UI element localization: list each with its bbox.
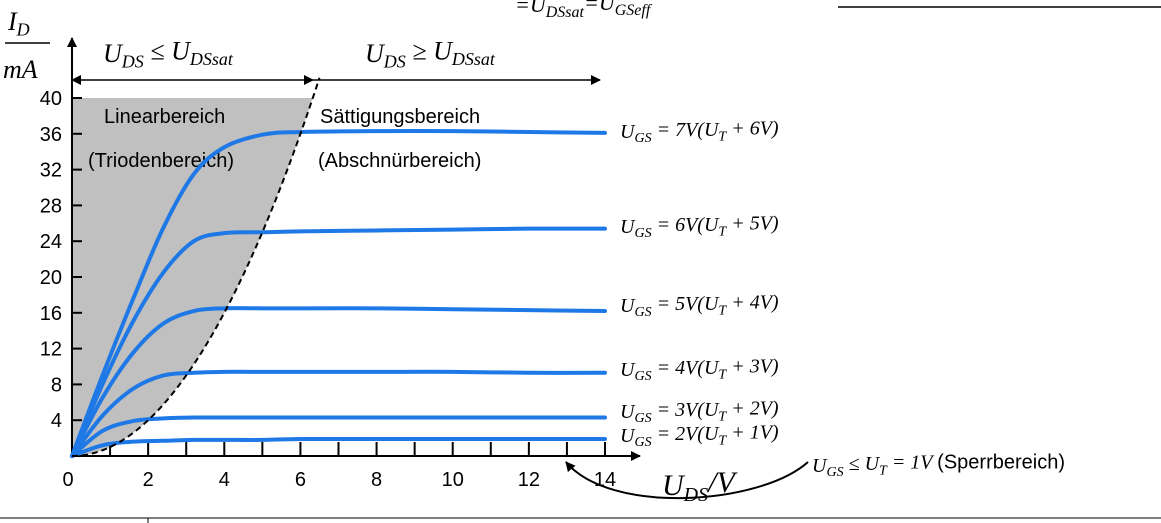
series-line [70, 415, 607, 458]
y-tick-label: 24 [40, 231, 62, 253]
x-tick-label: 12 [518, 469, 540, 491]
top-formula-fragment: =UDSsat=UGSeff [515, 0, 653, 21]
x-tick-label: 8 [371, 469, 382, 491]
series-line [70, 129, 607, 458]
x-tick-label: 2 [143, 469, 154, 491]
series-labels-group: UGS = 7V(UT + 6V) UGS = 6V(UT + 5V) UGS = … [620, 117, 779, 450]
y-tick-label: 8 [51, 374, 62, 396]
y-tick-label: 4 [51, 410, 62, 432]
linear-region-label: Linearbereich [104, 106, 225, 128]
x-axis-label: UDS/V [662, 466, 738, 506]
series-line [70, 306, 607, 458]
y-tick-label: 16 [40, 303, 62, 325]
x-tick-label: 6 [295, 469, 306, 491]
y-tick-label: 20 [40, 267, 62, 289]
x-tick-label: 0 [62, 469, 73, 491]
cutoff-region-label: UGS ≤ UT = 1V (Sperrbereich) [812, 451, 1065, 480]
series-line [70, 369, 607, 458]
y-tick-label: 36 [40, 124, 62, 146]
series-group [70, 129, 607, 458]
y-tick-label: 32 [40, 160, 62, 182]
linear-region-header: UDS ≤ UDSsat [103, 37, 234, 72]
series-label: UGS = 5V(UT + 4V) [620, 291, 779, 320]
y-tick-label: 12 [40, 339, 62, 361]
y-axis-label-numerator: ID [7, 7, 30, 39]
y-tick-label: 40 [40, 88, 62, 110]
cutoff-arrow-curve [565, 461, 809, 500]
series-label: UGS = 2V(UT + 1V) [620, 421, 779, 450]
saturation-region-alt-label: (Abschnürbereich) [318, 150, 481, 172]
series-label: UGS = 6V(UT + 5V) [620, 212, 779, 241]
saturation-boundary-curve [71, 77, 321, 457]
series-label: UGS = 7V(UT + 6V) [620, 117, 779, 146]
y-axis-label-denominator: mA [3, 55, 38, 84]
y-tick-label: 28 [40, 195, 62, 217]
saturation-region-label: Sättigungsbereich [320, 106, 480, 128]
x-tick-label: 4 [219, 469, 230, 491]
x-tick-label: 10 [442, 469, 464, 491]
series-label: UGS = 4V(UT + 3V) [620, 355, 779, 384]
series-line [70, 226, 607, 458]
saturation-region-header: UDS ≥ UDSsat [365, 37, 496, 72]
series-line [70, 436, 607, 458]
series-label: UGS = 3V(UT + 2V) [620, 397, 779, 426]
linear-region-shading [72, 98, 313, 456]
